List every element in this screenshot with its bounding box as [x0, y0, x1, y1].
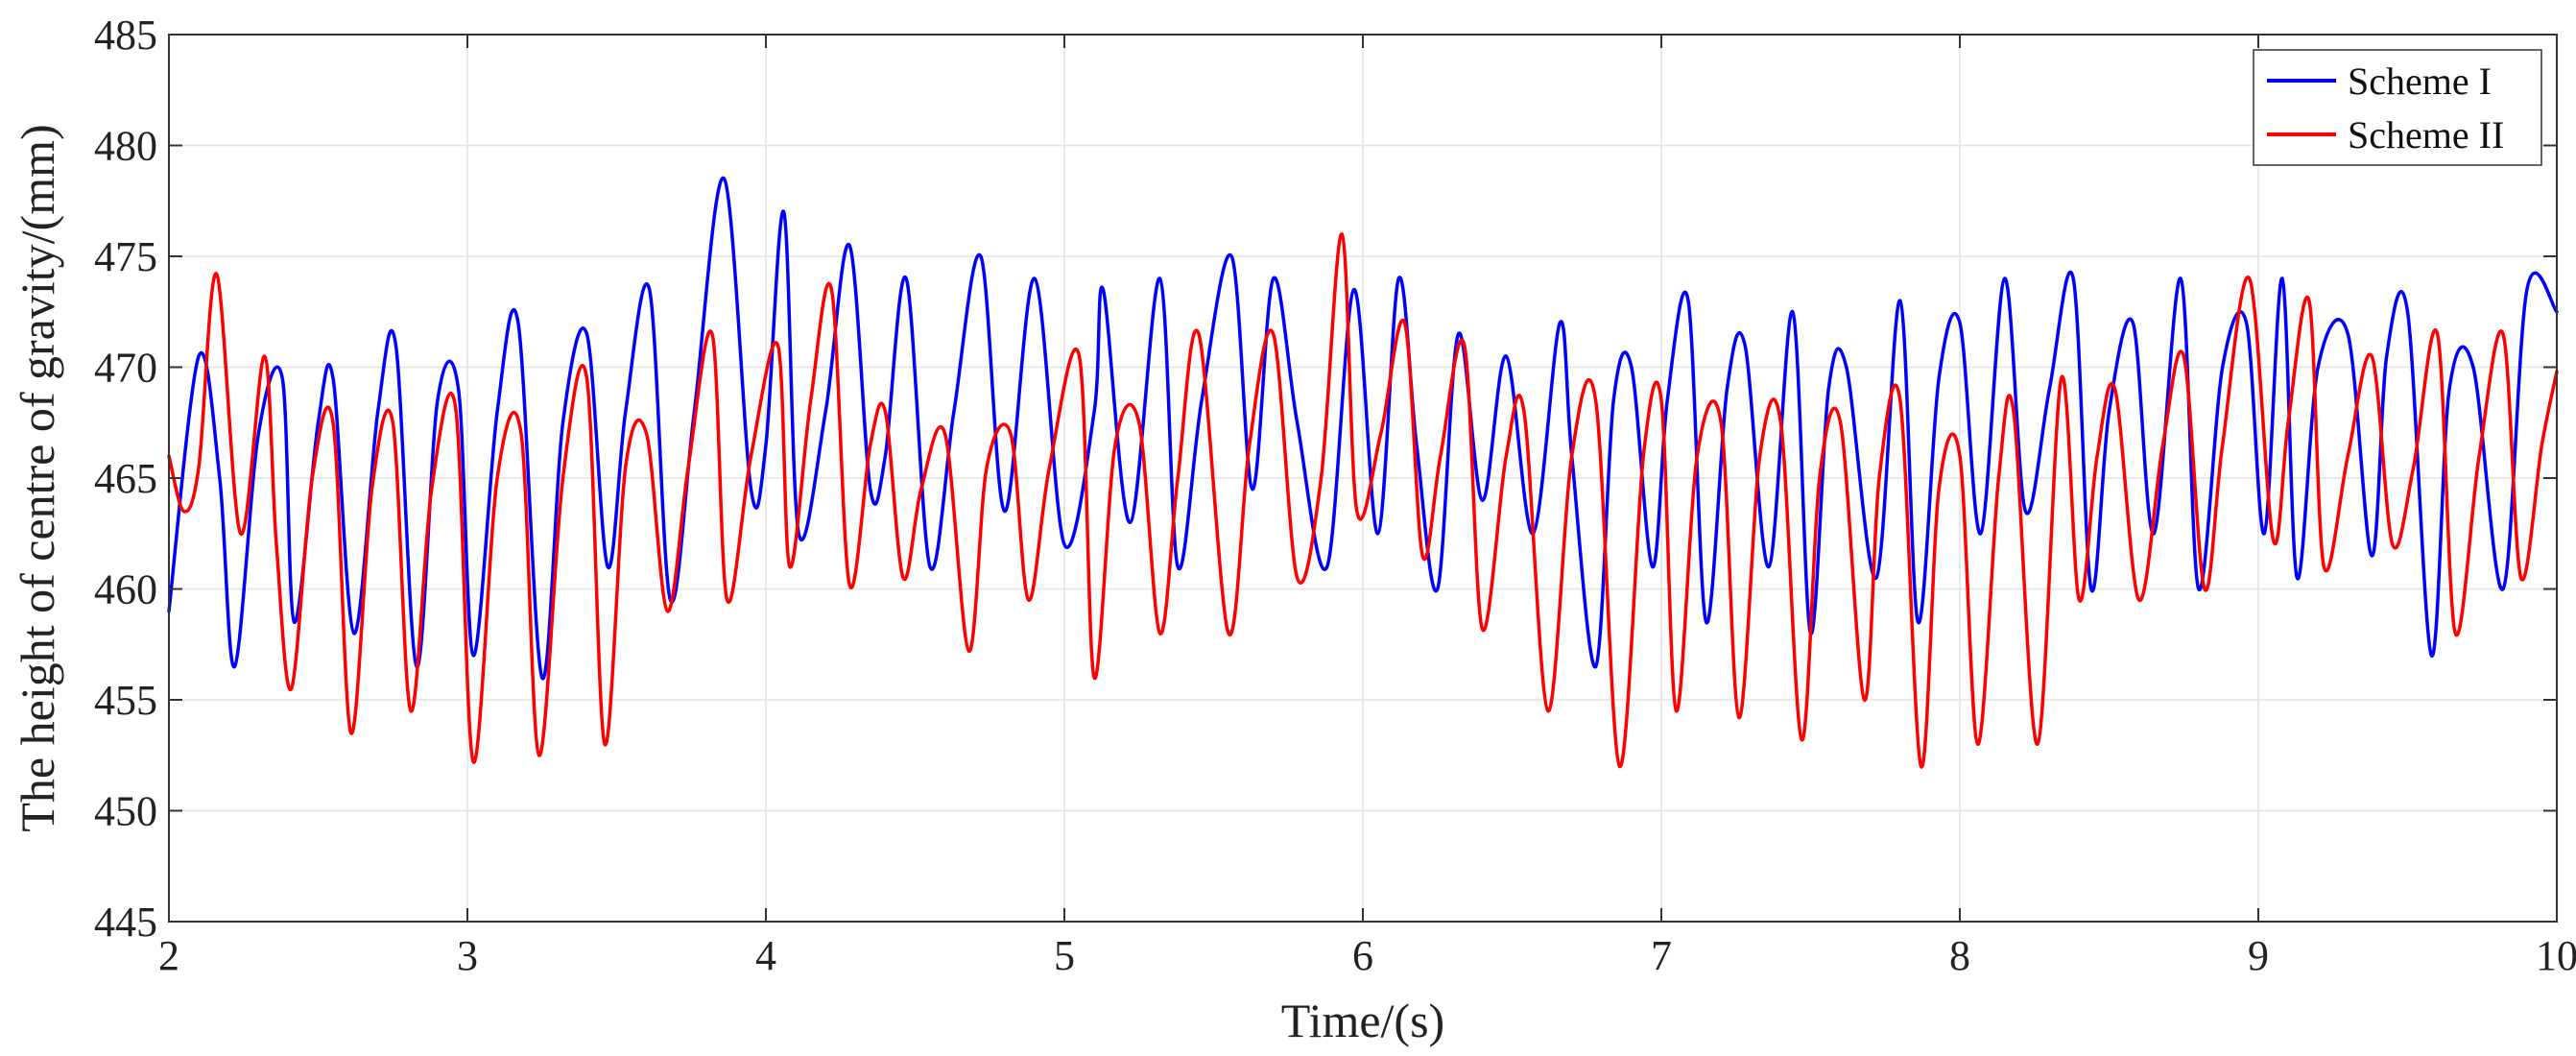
legend: Scheme I Scheme II	[2253, 49, 2542, 166]
series-layer	[167, 176, 2559, 769]
x-tick-label: 5	[1054, 932, 1075, 979]
y-tick-label: 480	[94, 123, 157, 170]
legend-label-scheme-1: Scheme I	[2348, 60, 2492, 103]
legend-box	[2253, 49, 2542, 166]
y-tick-label: 470	[94, 345, 157, 392]
y-tick-label: 465	[94, 455, 157, 502]
x-tick-label: 2	[158, 932, 179, 979]
y-tick-label: 485	[94, 12, 157, 59]
y-tick-label: 445	[94, 899, 157, 946]
series-line-scheme-ii	[167, 232, 2559, 769]
x-tick-label: 4	[755, 932, 776, 979]
legend-label-scheme-2: Scheme II	[2348, 113, 2504, 156]
tick-labels: 2 3 4 5 6 7 8 9 10 445 450 455 460 465 470 475 480 485	[94, 12, 2576, 979]
x-tick-label: 7	[1651, 932, 1672, 979]
x-axis-title: Time/(s)	[1281, 994, 1444, 1047]
x-tick-label: 3	[457, 932, 478, 979]
y-tick-label: 475	[94, 233, 157, 280]
x-tick-label: 6	[1352, 932, 1373, 979]
y-tick-label: 450	[94, 788, 157, 835]
x-tick-label: 9	[2248, 932, 2269, 979]
y-tick-label: 460	[94, 566, 157, 613]
x-tick-label: 8	[1949, 932, 1970, 979]
x-tick-label: 10	[2536, 932, 2576, 979]
y-tick-label: 455	[94, 677, 157, 724]
y-axis-title: The height of centre of gravity/(mm)	[11, 124, 64, 831]
ticks	[168, 34, 2558, 923]
